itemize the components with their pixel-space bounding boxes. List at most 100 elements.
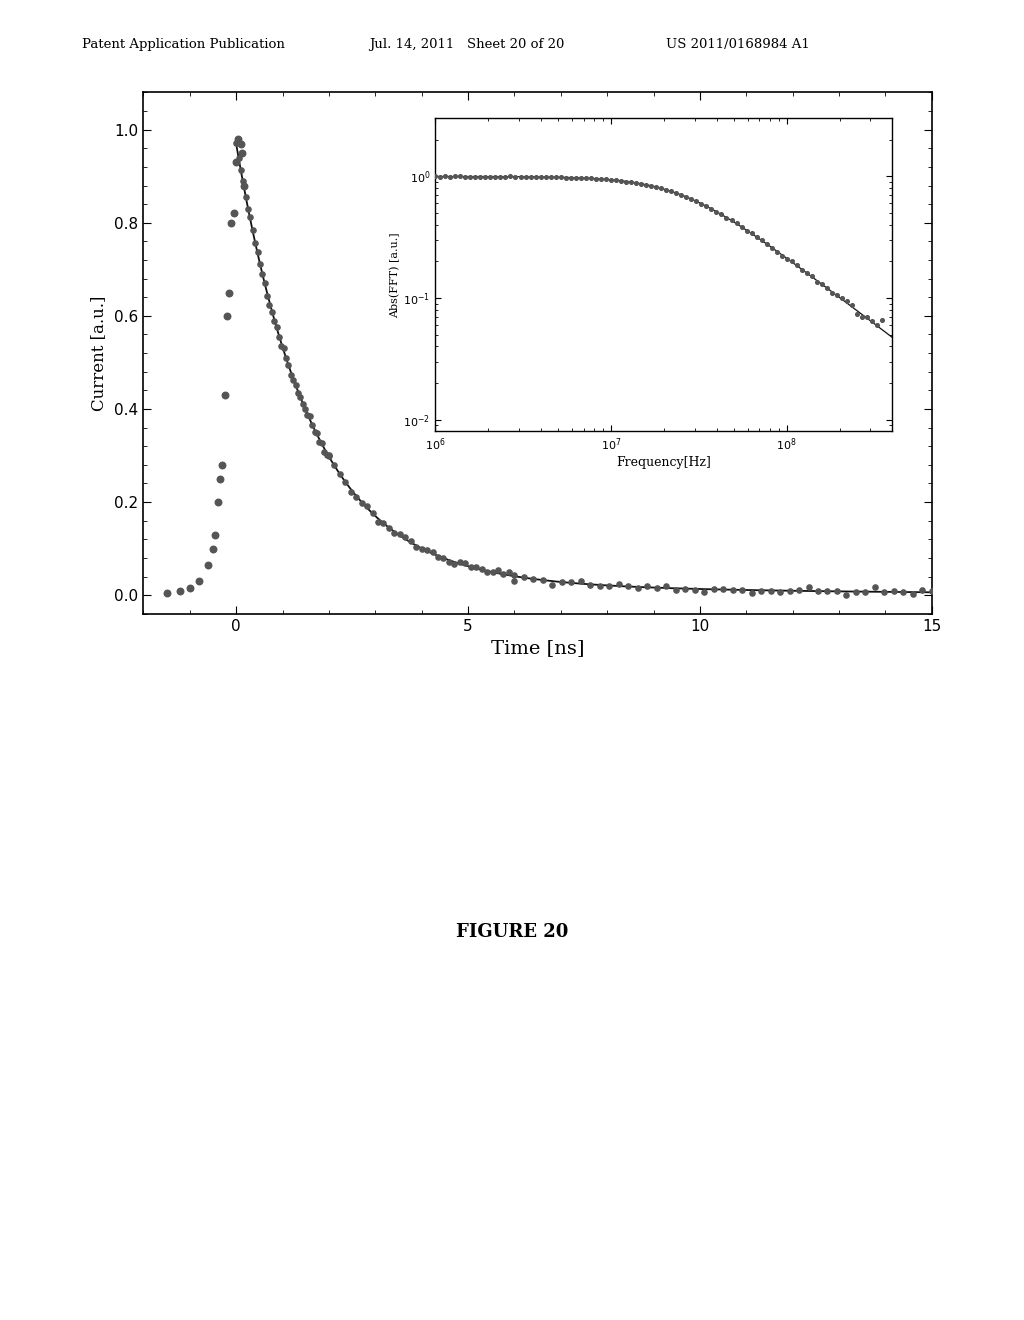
Point — [375, 512, 391, 533]
Point — [658, 180, 675, 201]
Point — [709, 201, 725, 222]
Point — [506, 564, 522, 585]
Point — [408, 536, 424, 557]
Point — [268, 317, 285, 338]
Point — [233, 143, 250, 164]
Point — [501, 562, 517, 583]
Point — [247, 232, 263, 253]
Point — [848, 581, 864, 602]
Point — [809, 271, 825, 292]
Point — [658, 576, 675, 597]
Point — [677, 578, 693, 599]
Point — [904, 583, 921, 605]
Point — [311, 432, 328, 453]
Text: US 2011/0168984 A1: US 2011/0168984 A1 — [666, 37, 809, 50]
Point — [678, 186, 694, 207]
Point — [653, 178, 670, 199]
Point — [353, 492, 370, 513]
Point — [299, 405, 315, 426]
Point — [603, 169, 620, 190]
Point — [273, 335, 290, 356]
Point — [601, 576, 617, 597]
Point — [467, 166, 483, 187]
Point — [828, 581, 845, 602]
Point — [525, 569, 542, 590]
Point — [663, 181, 679, 202]
Point — [498, 166, 514, 187]
Point — [548, 166, 564, 187]
Point — [270, 326, 287, 347]
X-axis label: Frequency[Hz]: Frequency[Hz] — [616, 455, 712, 469]
Point — [216, 384, 232, 405]
Point — [819, 581, 836, 602]
Point — [482, 166, 499, 187]
Point — [578, 168, 594, 189]
Point — [285, 370, 301, 391]
Point — [778, 248, 795, 269]
Point — [295, 393, 311, 414]
Point — [290, 383, 306, 404]
Point — [588, 168, 604, 189]
Point — [493, 166, 509, 187]
Point — [773, 246, 790, 267]
Point — [728, 213, 744, 234]
Point — [839, 585, 855, 606]
Point — [849, 304, 865, 325]
Point — [477, 166, 494, 187]
Point — [342, 482, 358, 503]
Point — [810, 581, 826, 602]
X-axis label: Time [ns]: Time [ns] — [490, 639, 585, 657]
Point — [414, 539, 430, 560]
Point — [764, 238, 780, 259]
Point — [753, 581, 769, 602]
Point — [442, 166, 459, 187]
Point — [228, 152, 245, 173]
Point — [608, 169, 625, 190]
Point — [263, 301, 280, 322]
Point — [839, 290, 855, 312]
Point — [567, 168, 584, 189]
Point — [381, 517, 397, 539]
Point — [261, 294, 278, 315]
Point — [283, 364, 299, 385]
Point — [791, 579, 807, 601]
Point — [610, 574, 627, 595]
Point — [714, 203, 730, 224]
Point — [502, 166, 518, 187]
Point — [313, 433, 330, 454]
Point — [769, 242, 785, 263]
Point — [759, 234, 775, 255]
Point — [214, 454, 230, 475]
Point — [522, 166, 539, 187]
Text: Patent Application Publication: Patent Application Publication — [82, 37, 285, 50]
Point — [673, 185, 689, 206]
Point — [304, 414, 321, 436]
Point — [582, 574, 598, 595]
Point — [718, 207, 734, 228]
Point — [281, 355, 297, 376]
Point — [221, 282, 238, 304]
Point — [190, 570, 207, 591]
Point — [256, 272, 272, 293]
Point — [703, 198, 720, 219]
Point — [648, 177, 665, 198]
Point — [468, 556, 484, 577]
Point — [223, 213, 240, 234]
Point — [479, 561, 496, 582]
Point — [781, 581, 798, 602]
Point — [228, 132, 245, 153]
Point — [544, 574, 560, 595]
Point — [562, 168, 579, 189]
Point — [743, 223, 760, 244]
Point — [688, 191, 705, 213]
Point — [553, 166, 569, 187]
Point — [348, 487, 365, 508]
Point — [877, 582, 893, 603]
Point — [557, 168, 573, 189]
Point — [516, 566, 532, 587]
Point — [723, 209, 739, 230]
Point — [638, 174, 654, 195]
Point — [386, 523, 402, 544]
Point — [554, 572, 570, 593]
Point — [318, 445, 335, 466]
